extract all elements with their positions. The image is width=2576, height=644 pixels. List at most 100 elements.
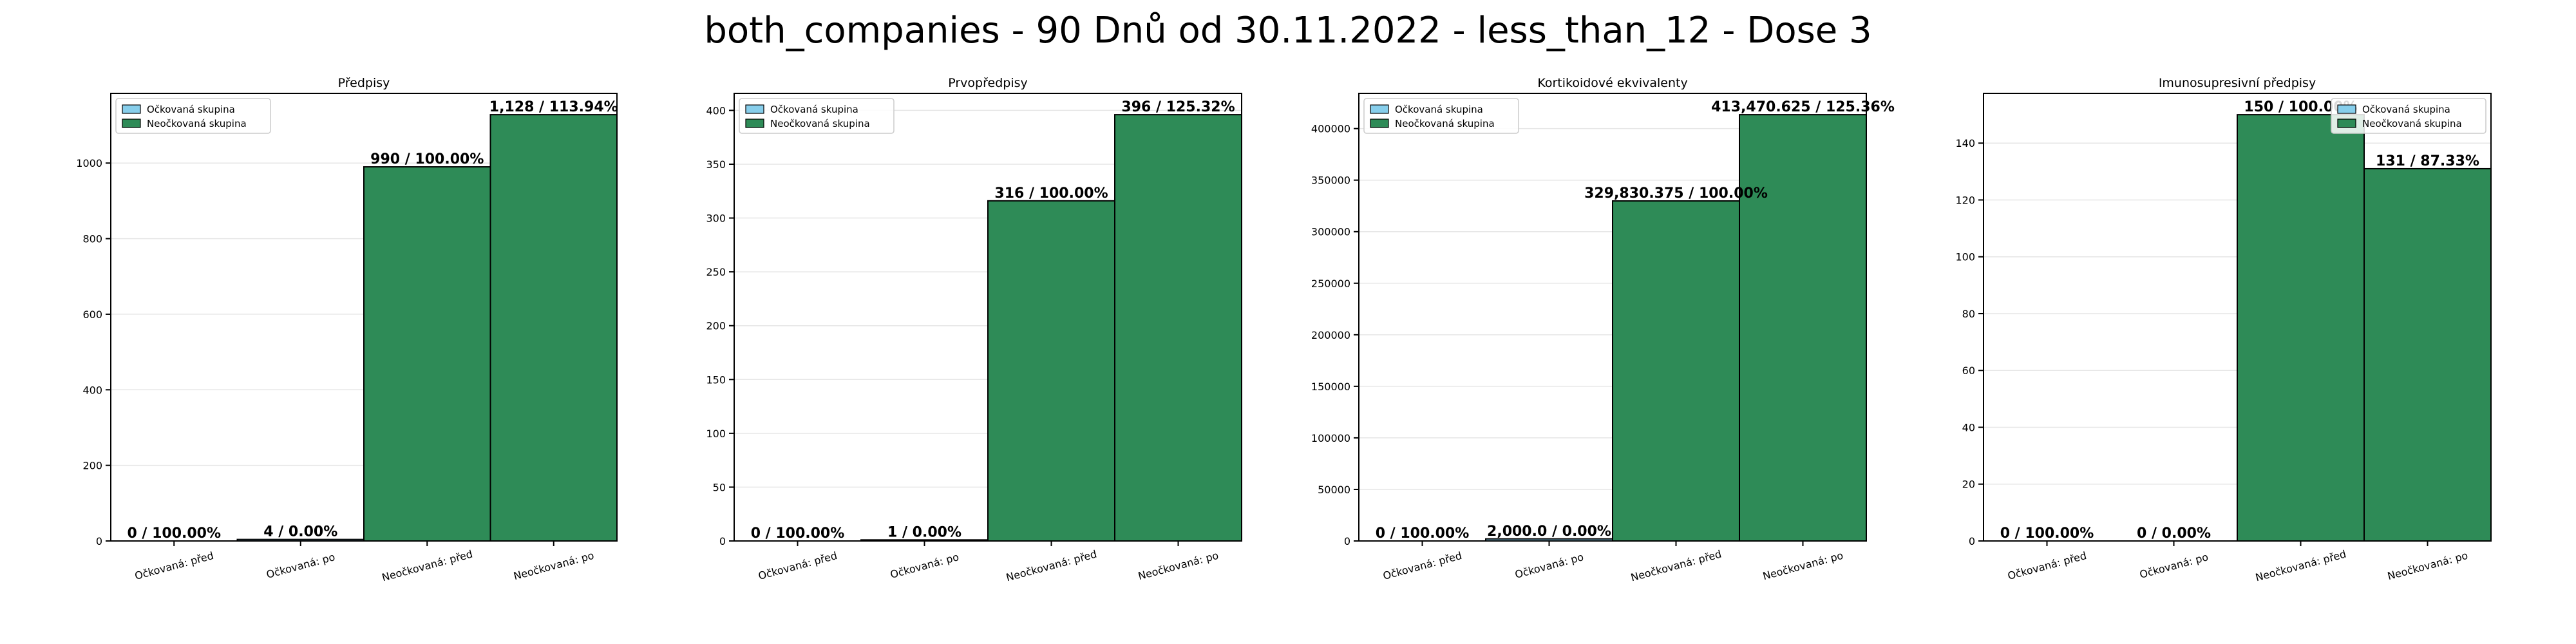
legend-entry: Neočkovaná skupina <box>147 118 247 129</box>
y-tick-label: 300 <box>706 213 726 225</box>
legend-swatch <box>745 118 764 128</box>
y-tick-label: 250000 <box>1311 278 1350 290</box>
y-tick-label: 200000 <box>1311 329 1350 341</box>
legend-entry: Očkovaná skupina <box>1395 104 1483 115</box>
subplot-title: Kortikoidové ekvivalenty <box>1537 76 1687 90</box>
y-tick-label: 600 <box>82 308 102 321</box>
x-tick-label: Očkovaná: po <box>265 551 337 581</box>
y-tick-label: 1000 <box>76 157 102 169</box>
y-tick-label: 100 <box>1955 251 1975 263</box>
y-tick-label: 300000 <box>1311 226 1350 238</box>
data-label: 329,830.375 / 100.00% <box>1584 185 1768 202</box>
x-tick-label: Neočkovaná: před <box>381 548 474 584</box>
data-label: 413,470.625 / 125.36% <box>1711 99 1895 115</box>
y-tick-label: 400 <box>706 104 726 117</box>
x-tick-label: Očkovaná: před <box>757 549 838 582</box>
x-tick-label: Očkovaná: před <box>133 549 215 582</box>
data-label: 0 / 100.00% <box>2000 526 2094 542</box>
legend-frame <box>739 98 895 134</box>
legend: Očkovaná skupina Neočkovaná skupina <box>1363 98 1519 134</box>
y-tick-label: 100000 <box>1311 432 1350 444</box>
x-tick-label: Očkovaná: po <box>889 551 960 581</box>
legend-swatch <box>122 118 141 128</box>
y-tick-label: 20 <box>1962 478 1975 491</box>
y-tick-label: 350000 <box>1311 175 1350 187</box>
y-tick-label: 0 <box>719 535 726 547</box>
data-label: 0 / 100.00% <box>1376 526 1470 542</box>
data-label: 1 / 0.00% <box>887 524 961 540</box>
y-tick-label: 140 <box>1955 137 1975 149</box>
x-tick-label: Neočkovaná: před <box>2254 548 2347 584</box>
axes-frame <box>1983 93 2492 542</box>
subplot-title: Prvopředpisy <box>948 76 1028 90</box>
bar-3 <box>363 166 491 542</box>
y-tick-label: 40 <box>1962 421 1975 433</box>
x-tick-label: Očkovaná: před <box>2006 549 2088 582</box>
x-tick-label: Očkovaná: po <box>1513 551 1585 581</box>
y-tick-label: 200 <box>706 320 726 332</box>
legend: Očkovaná skupina Neočkovaná skupina <box>739 98 895 134</box>
data-label: 1,128 / 113.94% <box>489 99 618 115</box>
bar-3 <box>2237 114 2365 542</box>
legend-frame <box>1363 98 1519 134</box>
bar-3 <box>987 200 1115 542</box>
legend: Očkovaná skupina Neočkovaná skupina <box>115 98 271 134</box>
y-tick-label: 100 <box>706 428 726 440</box>
legend-swatch <box>1370 104 1389 114</box>
data-label: 0 / 100.00% <box>127 526 221 542</box>
y-tick-label: 0 <box>96 535 102 547</box>
data-label: 396 / 125.32% <box>1121 99 1235 115</box>
legend-entry: Očkovaná skupina <box>147 104 235 115</box>
chart-panel-3: 0 / 100.00% 2,000.0 / 0.00% 329,830.375 / … <box>1311 76 1895 583</box>
subplot-title: Imunosupresivní předpisy <box>2159 76 2316 90</box>
chart-panel-1: 0 / 100.00% 4 / 0.00% 990 / 100.00% 1,128 /… <box>76 76 618 583</box>
y-tick-label: 150000 <box>1311 381 1350 393</box>
axes-frame <box>1358 93 1867 542</box>
y-tick-label: 0 <box>1969 535 1975 547</box>
data-label: 2,000.0 / 0.00% <box>1487 524 1611 540</box>
y-tick-label: 50 <box>713 481 726 493</box>
subplot-title: Předpisy <box>338 76 390 90</box>
legend-entry: Neočkovaná skupina <box>2362 118 2462 129</box>
bar-3 <box>1612 200 1740 542</box>
legend-swatch <box>745 104 764 114</box>
y-tick-label: 50000 <box>1318 484 1350 496</box>
y-tick-label: 400 <box>82 384 102 396</box>
legend-entry: Očkovaná skupina <box>770 104 858 115</box>
y-tick-label: 150 <box>706 374 726 386</box>
y-tick-label: 400000 <box>1311 123 1350 135</box>
legend-entry: Neočkovaná skupina <box>770 118 870 129</box>
x-tick-label: Očkovaná: před <box>1381 549 1463 582</box>
x-tick-label: Očkovaná: po <box>2138 551 2210 581</box>
legend-swatch <box>2337 104 2356 114</box>
data-label: 0 / 100.00% <box>751 526 845 542</box>
y-tick-label: 120 <box>1955 194 1975 206</box>
x-tick-label: Neočkovaná: po <box>512 549 595 583</box>
y-tick-label: 350 <box>706 158 726 171</box>
legend-swatch <box>2337 118 2356 128</box>
x-tick-label: Neočkovaná: po <box>2386 549 2469 583</box>
data-label: 990 / 100.00% <box>370 151 484 167</box>
x-tick-label: Neočkovaná: před <box>1629 548 1723 584</box>
axes-frame <box>110 93 618 542</box>
data-label: 0 / 0.00% <box>2137 526 2211 542</box>
legend-frame <box>115 98 271 134</box>
y-tick-label: 0 <box>1344 535 1350 547</box>
legend-entry: Očkovaná skupina <box>2362 104 2450 115</box>
y-tick-label: 200 <box>82 460 102 472</box>
x-tick-label: Neočkovaná: po <box>1137 549 1220 583</box>
bar-4 <box>1114 114 1242 542</box>
data-label: 316 / 100.00% <box>994 185 1108 202</box>
bar-4 <box>489 114 618 542</box>
x-tick-label: Neočkovaná: před <box>1005 548 1098 584</box>
axes-frame <box>734 93 1242 542</box>
bar-4 <box>2363 167 2492 542</box>
chart-panel-2: 0 / 100.00% 1 / 0.00% 316 / 100.00% 396 / 1… <box>706 76 1242 583</box>
legend-swatch <box>122 104 141 114</box>
chart-panel-4: 0 / 100.00% 0 / 0.00%150 / 100.00%131 / 8… <box>1955 76 2492 584</box>
legend-swatch <box>1370 118 1389 128</box>
legend: Očkovaná skupina Neočkovaná skupina <box>2331 98 2486 134</box>
bar-4 <box>1739 114 1867 542</box>
legend-entry: Neočkovaná skupina <box>1395 118 1495 129</box>
